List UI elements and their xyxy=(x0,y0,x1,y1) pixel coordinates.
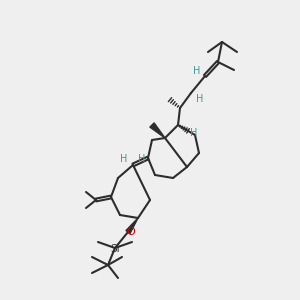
Text: H: H xyxy=(120,154,128,164)
Text: H: H xyxy=(138,154,146,164)
Text: H: H xyxy=(196,94,204,104)
Text: O: O xyxy=(127,227,135,237)
Text: Si: Si xyxy=(110,244,120,254)
Text: H: H xyxy=(190,128,198,138)
Text: H: H xyxy=(193,66,201,76)
Polygon shape xyxy=(150,123,165,138)
Polygon shape xyxy=(126,218,138,233)
